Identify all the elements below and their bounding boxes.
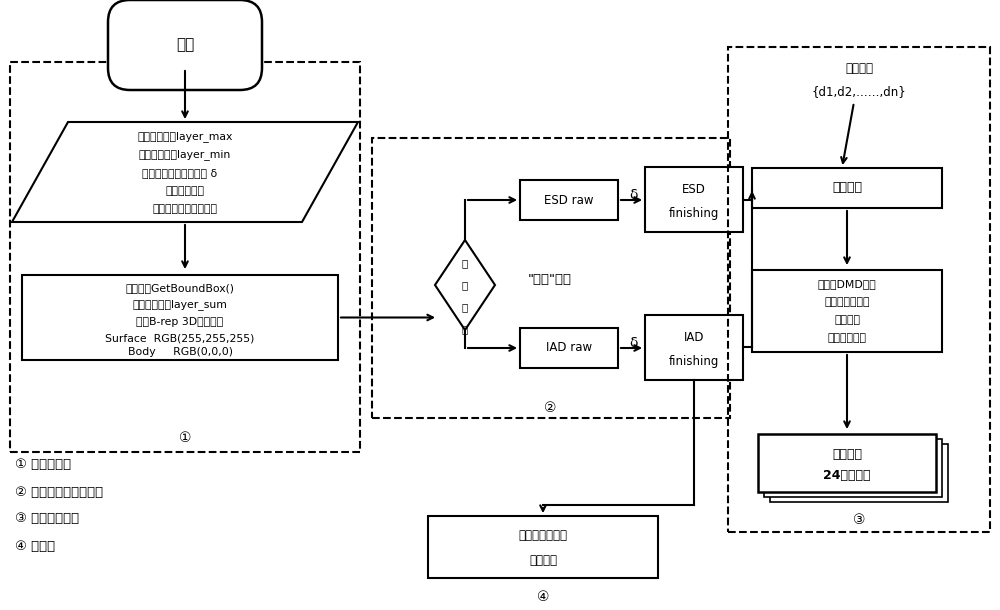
- Text: δ: δ: [629, 336, 637, 350]
- Text: ③: ③: [853, 513, 865, 527]
- Text: Body     RGB(0,0,0): Body RGB(0,0,0): [128, 347, 232, 357]
- Text: finishing: finishing: [669, 207, 719, 220]
- Text: 干涉检查: 干涉检查: [834, 315, 860, 325]
- Bar: [645, 167, 743, 232]
- Text: 输入：自适应厚度误差 δ: 输入：自适应厚度误差 δ: [142, 168, 218, 178]
- Bar: [758, 434, 936, 492]
- Text: ②: ②: [544, 401, 556, 415]
- Bar: [728, 47, 990, 532]
- Text: {d1,d2,……,dn}: {d1,d2,……,dn}: [812, 85, 906, 98]
- Text: IAD: IAD: [684, 331, 704, 344]
- Text: 最大允许层厚layer_max: 最大允许层厚layer_max: [137, 132, 233, 143]
- Polygon shape: [435, 240, 495, 330]
- Bar: [22, 275, 338, 360]
- Text: ③ 直接切片处理: ③ 直接切片处理: [15, 512, 79, 525]
- Text: 生产位图数据: 生产位图数据: [827, 333, 866, 343]
- Text: 设置B-rep 3D模型颜色: 设置B-rep 3D模型颜色: [136, 317, 224, 327]
- Text: 24真彩位图: 24真彩位图: [823, 469, 871, 483]
- Bar: [520, 180, 618, 220]
- Text: ESD: ESD: [682, 183, 706, 196]
- Text: 保存数据: 保存数据: [832, 448, 862, 461]
- Bar: [428, 516, 658, 578]
- Text: 开始: 开始: [176, 37, 194, 52]
- Text: 用: 用: [462, 258, 468, 268]
- Text: ④: ④: [537, 590, 549, 604]
- Bar: [752, 168, 942, 208]
- Text: 最下允许层厚layer_min: 最下允许层厚layer_min: [139, 149, 231, 160]
- Text: δ: δ: [629, 188, 637, 202]
- Text: ② 厚度自适应处理阶段: ② 厚度自适应处理阶段: [15, 486, 103, 498]
- FancyBboxPatch shape: [108, 0, 262, 90]
- Polygon shape: [12, 122, 358, 222]
- Text: ESD raw: ESD raw: [544, 193, 594, 207]
- Bar: [764, 439, 942, 497]
- Text: finishing: finishing: [669, 355, 719, 368]
- Text: ①: ①: [179, 431, 191, 445]
- Text: Surface  RGB(255,255,255): Surface RGB(255,255,255): [105, 334, 255, 344]
- Text: 包容盒：GetBoundBox(): 包容盒：GetBoundBox(): [126, 283, 234, 293]
- Bar: [645, 315, 743, 380]
- Bar: [372, 138, 730, 418]
- Bar: [520, 328, 618, 368]
- Bar: [770, 444, 948, 502]
- Text: ① 预处理阶段: ① 预处理阶段: [15, 459, 71, 472]
- Text: 投影仪透镜倍率: 投影仪透镜倍率: [824, 297, 870, 307]
- Text: 定: 定: [462, 324, 468, 334]
- Text: 计算切片数：layer_sum: 计算切片数：layer_sum: [133, 300, 227, 310]
- Text: 反色处理: 反色处理: [529, 554, 557, 567]
- Text: 层厚序列: 层厚序列: [845, 62, 873, 76]
- Text: 抖动成单色位图: 抖动成单色位图: [518, 529, 568, 542]
- Text: IAD raw: IAD raw: [546, 342, 592, 354]
- Text: "两步"机制: "两步"机制: [528, 273, 572, 287]
- Text: 数据保存路径: 数据保存路径: [166, 186, 205, 196]
- Text: 位图切片数据保存路径: 位图切片数据保存路径: [152, 204, 218, 214]
- Text: ④ 后处理: ④ 后处理: [15, 539, 55, 553]
- Bar: [10, 62, 360, 452]
- Text: 直接切片: 直接切片: [832, 182, 862, 195]
- Bar: [752, 270, 942, 352]
- Text: 匹配：DMD型号: 匹配：DMD型号: [818, 279, 876, 289]
- Text: 决: 决: [462, 302, 468, 312]
- Text: 户: 户: [462, 280, 468, 290]
